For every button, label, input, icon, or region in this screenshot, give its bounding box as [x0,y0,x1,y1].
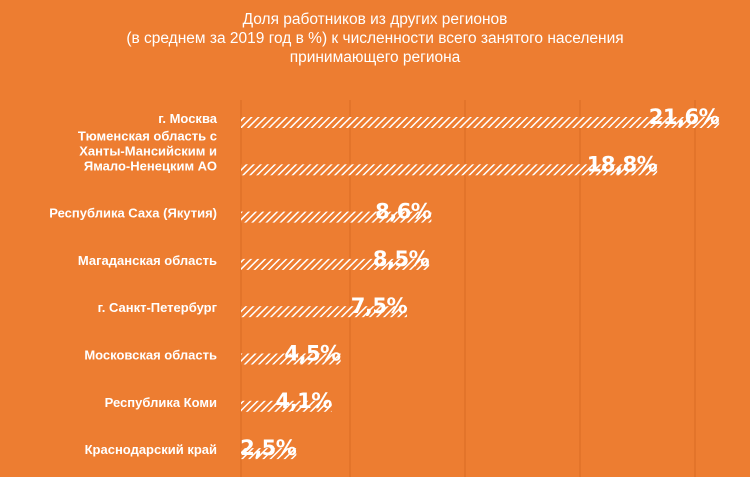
category-label-4: г. Санкт-Петербург [98,300,218,315]
bar-2 [241,211,432,223]
bar-4 [241,306,408,318]
bar-6 [241,400,332,412]
category-label-1: Тюменская область с Ханты-Мансийским и Яма… [78,128,217,173]
category-labels: г. Москва Тюменская область с Ханты-Мансий… [49,111,217,457]
chart-title: Доля работников из других регионов (в ср… [0,10,750,67]
bars [241,117,720,460]
gridlines [240,100,696,477]
category-label-5: Московская область [84,348,217,363]
value-label-0: 21,6% [649,105,720,129]
value-label-6: 4,1% [276,389,333,413]
bar-1 [241,164,658,176]
chart-title-line-1: Доля работников из других регионов [242,11,508,28]
bar-7 [241,448,297,460]
value-label-4: 7,5% [351,294,408,318]
bar-3 [241,258,430,270]
category-label-3: Магаданская область [78,253,217,268]
chart-title-line-2: (в среднем за 2019 год в %) к численност… [126,30,624,47]
category-label-7: Краснодарский край [85,442,217,457]
chart-title-line-3: принимающего региона [289,49,461,66]
value-labels: 21,6% 18,8% 8,6% 8,5% 7,5% 4,5% 4,1% 2,5% [240,105,720,460]
value-label-3: 8,5% [373,247,430,271]
category-label-6: Республика Коми [105,395,217,410]
bar-0 [241,117,720,128]
bar-5 [241,353,341,365]
value-label-7: 2,5% [240,436,297,460]
value-label-5: 4,5% [284,342,341,366]
value-label-2: 8,6% [375,200,432,224]
value-label-1: 18,8% [587,152,658,176]
category-label-2: Республика Саха (Якутия) [49,206,217,221]
category-label-0: г. Москва [158,111,217,126]
